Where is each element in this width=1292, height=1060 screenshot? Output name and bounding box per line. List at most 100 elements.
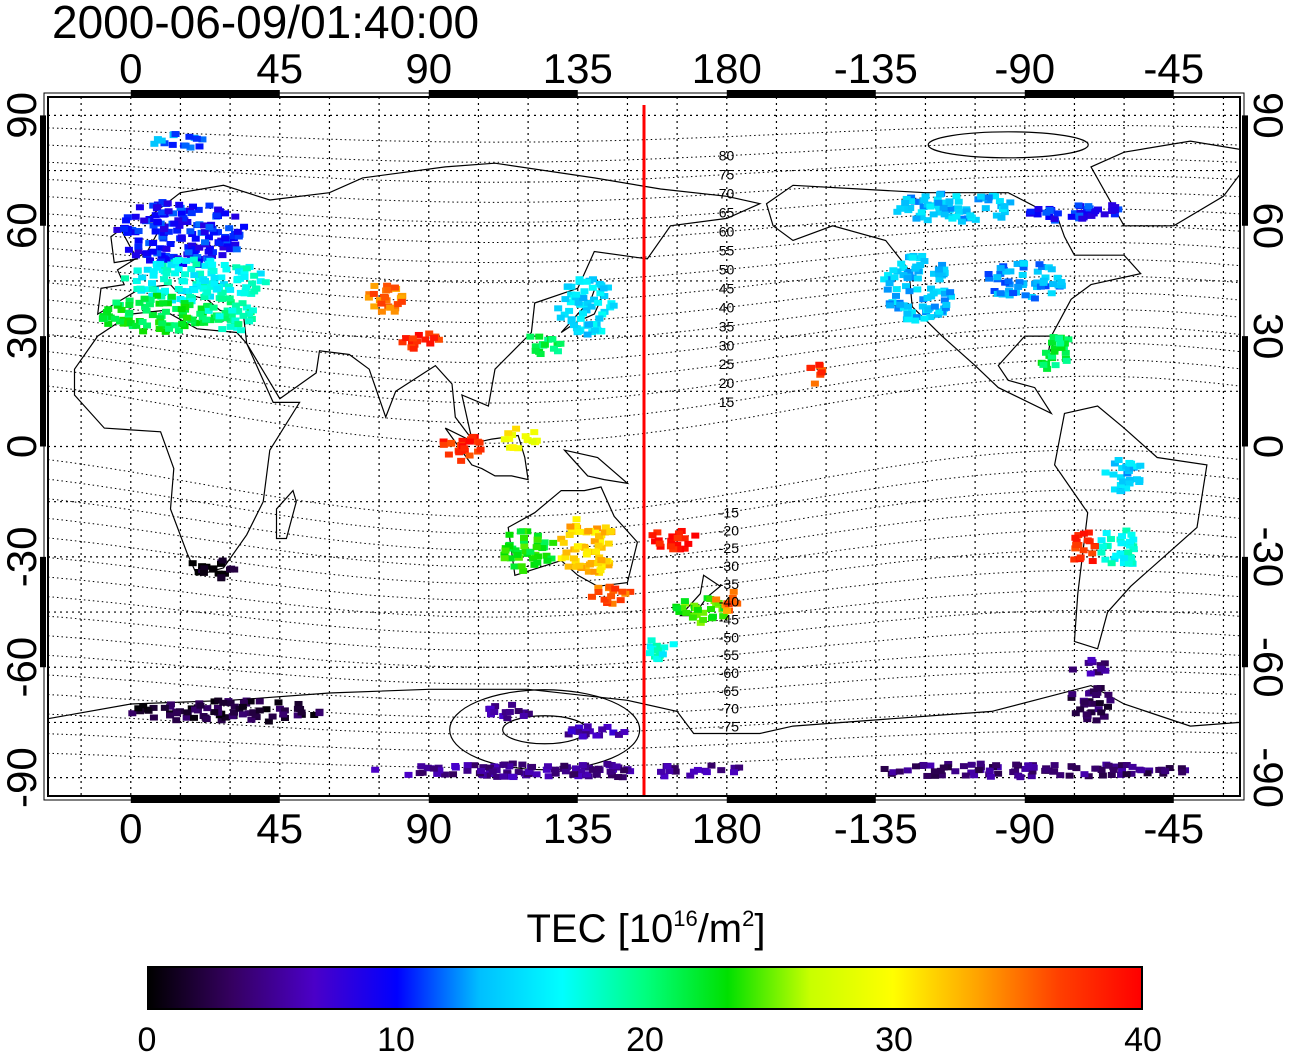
tec-measurement: [140, 295, 149, 302]
tec-measurement: [920, 258, 929, 265]
tec-measurement: [124, 315, 133, 322]
tec-measurement: [564, 731, 573, 738]
tec-measurement: [593, 525, 602, 532]
tec-measurement: [1097, 549, 1106, 556]
tec-measurement: [1096, 662, 1105, 669]
tec-measurement: [384, 286, 393, 293]
tec-measurement: [256, 278, 265, 285]
tec-measurement: [976, 760, 985, 767]
tec-measurement: [165, 325, 174, 332]
tec-measurement: [1091, 208, 1100, 215]
tec-measurement: [723, 607, 732, 614]
magnetic-latitude-label: 40: [719, 299, 735, 315]
tec-measurement: [606, 768, 615, 775]
tec-measurement: [587, 303, 596, 310]
tec-measurement: [397, 298, 406, 305]
tec-measurement: [1005, 288, 1014, 295]
tec-measurement: [240, 223, 249, 230]
tec-measurement: [576, 315, 585, 322]
x-tick-label-top: 0: [119, 45, 142, 92]
frame-segment: [1242, 336, 1248, 447]
tec-measurement: [1110, 763, 1119, 770]
tec-measurement: [1117, 540, 1126, 547]
tec-measurement: [240, 269, 249, 276]
axis-tick-labels: 0045459090135135180180-135-135-90-90-45-…: [0, 45, 1292, 852]
frame-segment: [1242, 556, 1248, 668]
tec-measurement: [131, 213, 140, 220]
x-tick-label-bottom: -45: [1143, 805, 1204, 852]
tec-measurement: [485, 764, 494, 771]
tec-measurement: [149, 272, 158, 279]
tec-measurement: [1092, 717, 1101, 724]
plot-frame: [40, 90, 1248, 803]
tec-measurement: [530, 429, 539, 436]
tec-measurement: [223, 241, 232, 248]
tec-measurement: [162, 270, 171, 277]
y-tick-label-right: -60: [1245, 637, 1292, 698]
tec-measurement: [124, 246, 133, 253]
tec-measurement: [666, 543, 675, 550]
tec-measurement: [237, 327, 246, 334]
tec-measurement: [213, 285, 222, 292]
tec-measurement: [1004, 278, 1013, 285]
tec-measurement: [1075, 212, 1084, 219]
tec-measurement: [252, 285, 261, 292]
tec-measurement: [230, 566, 239, 573]
tec-measurement: [226, 246, 235, 253]
tec-measurement: [160, 276, 169, 283]
tec-measurement: [170, 220, 179, 227]
tec-measurement: [519, 567, 528, 574]
tec-measurement: [730, 764, 739, 771]
tec-measurement: [653, 655, 662, 662]
tec-measurement: [139, 703, 148, 710]
tec-measurement: [501, 547, 510, 554]
tec-measurement: [202, 716, 211, 723]
magnetic-latitude-label: -50: [719, 629, 739, 645]
tec-measurement: [560, 311, 569, 318]
tec-measurement: [544, 773, 553, 780]
tec-measurement: [926, 314, 935, 321]
tec-measurement: [203, 705, 212, 712]
tec-measurement: [992, 762, 1001, 769]
tec-measurement: [200, 319, 209, 326]
tec-measurement: [885, 280, 894, 287]
tec-measurement: [187, 298, 196, 305]
tec-measurement: [607, 593, 616, 600]
x-tick-label-bottom: 135: [543, 805, 613, 852]
tec-measurement: [1088, 700, 1097, 707]
tec-measurement: [231, 241, 240, 248]
tec-measurement: [1111, 207, 1120, 214]
tec-colorbar: [147, 966, 1143, 1010]
tec-measurement: [1090, 543, 1099, 550]
tec-measurement: [706, 595, 715, 602]
tec-measurement: [894, 305, 903, 312]
tec-measurement: [1048, 339, 1057, 346]
x-tick-label-bottom: 0: [119, 805, 142, 852]
magnetic-latitude-label: -45: [719, 611, 739, 627]
tec-measurement: [1107, 771, 1116, 778]
tec-measurement: [158, 320, 167, 327]
tec-measurement: [1021, 765, 1030, 772]
tec-measurement: [209, 566, 218, 573]
tec-measurement: [930, 768, 939, 775]
tec-measurement: [514, 708, 523, 715]
tec-measurement: [513, 551, 522, 558]
tec-measurement: [1110, 486, 1119, 493]
tec-measurement: [248, 307, 257, 314]
tec-measurement: [653, 529, 662, 536]
tec-measurement: [182, 714, 191, 721]
tec-measurement: [519, 709, 528, 716]
tec-measurement: [993, 274, 1002, 281]
tec-measurement: [1012, 761, 1021, 768]
tec-measurement: [893, 208, 902, 215]
tec-measurement: [152, 292, 161, 299]
tec-measurement: [262, 706, 271, 713]
tec-measurement: [125, 297, 134, 304]
tec-measurement: [512, 425, 521, 432]
tec-measurement: [1005, 281, 1014, 288]
tec-measurement: [590, 296, 599, 303]
tec-measurement: [138, 274, 147, 281]
tec-measurement: [605, 583, 614, 590]
tec-measurement: [293, 705, 302, 712]
tec-measurement: [594, 542, 603, 549]
